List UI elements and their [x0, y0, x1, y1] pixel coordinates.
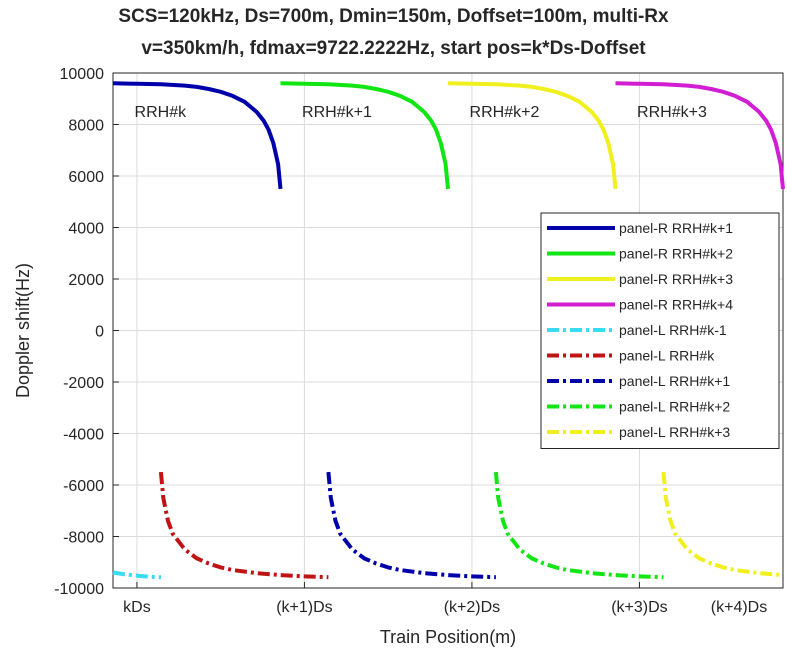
legend-entry-label: panel-L RRH#k+3: [619, 424, 730, 440]
series-line-9: [661, 471, 784, 578]
legend-entry-label: panel-L RRH#k: [619, 348, 715, 364]
legend-entry-label: panel-L RRH#k+1: [619, 373, 730, 389]
x-tick-label: (k+2)Ds: [444, 599, 500, 616]
series-line-4: [615, 81, 785, 190]
x-tick-label: (k+1)Ds: [276, 599, 332, 616]
rrh-annotation: RRH#k+2: [470, 104, 540, 121]
legend: panel-R RRH#k+1 panel-R RRH#k+2 panel-R RR…: [540, 212, 780, 449]
legend-entry-label: panel-R RRH#k+3: [619, 271, 733, 287]
y-axis-label: Doppler shift(Hz): [13, 263, 33, 398]
series-line-2: [280, 81, 450, 190]
x-tick-label: (k+3)Ds: [611, 599, 667, 616]
rrh-annotation: RRH#k: [135, 104, 188, 121]
legend-entry-label: panel-R RRH#k+2: [619, 246, 733, 262]
series-line-8: [493, 471, 664, 580]
y-tick-label: 2000: [68, 272, 104, 289]
y-tick-label: 10000: [60, 66, 105, 83]
y-tick-label: -4000: [63, 427, 104, 444]
series-line-6: [158, 471, 329, 580]
series-line-5: [112, 570, 161, 580]
chart-subtitle: v=350km/h, fdmax=9722.2222Hz, start pos=…: [141, 38, 646, 59]
y-tick-label: 4000: [68, 221, 104, 238]
legend-entry-label: panel-L RRH#k-1: [619, 322, 727, 338]
legend-entry-label: panel-L RRH#k+2: [619, 399, 730, 415]
series-lines: [112, 81, 785, 580]
y-tick-label: -8000: [63, 530, 104, 547]
series-line-3: [447, 81, 618, 190]
chart-annotations: RRH#k RRH#k+1 RRH#k+2 RRH#k+3: [135, 104, 707, 121]
chart-title: SCS=120kHz, Ds=700m, Dmin=150m, Doffset=…: [118, 6, 669, 27]
y-axis-ticks: -10000 -8000 -6000 -4000 -2000 0 2000 4000 6000 8…: [54, 66, 119, 598]
series-line-7: [326, 471, 496, 580]
x-axis-label: Train Position(m): [380, 627, 516, 647]
legend-entry-label: panel-R RRH#k+4: [619, 297, 733, 313]
y-tick-label: -6000: [63, 478, 104, 495]
y-tick-label: -10000: [54, 581, 104, 598]
x-tick-label: kDs: [123, 599, 151, 616]
rrh-annotation: RRH#k+1: [302, 104, 372, 121]
rrh-annotation: RRH#k+3: [637, 104, 707, 121]
x-axis-ticks: kDs (k+1)Ds (k+2)Ds (k+3)Ds (k+4)Ds: [123, 582, 767, 616]
y-tick-label: 8000: [68, 118, 104, 135]
y-tick-label: 0: [95, 324, 104, 341]
y-tick-label: 6000: [68, 169, 104, 186]
legend-entry-label: panel-R RRH#k+1: [619, 220, 733, 236]
x-tick-label: (k+4)Ds: [711, 599, 767, 616]
y-tick-label: -2000: [63, 375, 104, 392]
series-line-1: [112, 81, 283, 190]
